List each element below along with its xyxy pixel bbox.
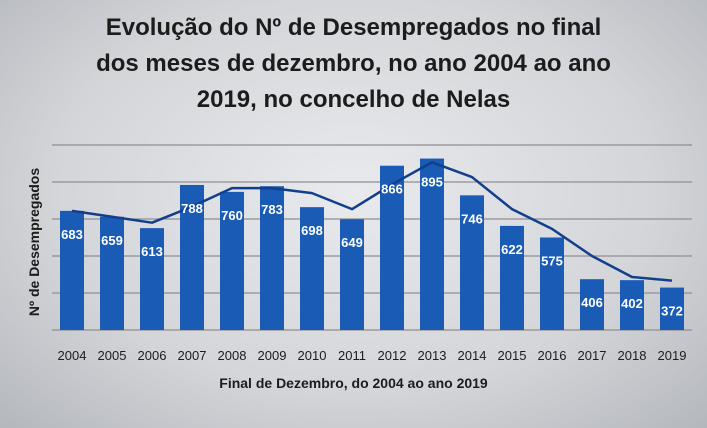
x-tick-label: 2018 [618,348,647,363]
bar-2015 [500,225,524,330]
bar-2008 [220,191,244,330]
x-tick-label: 2015 [498,348,527,363]
data-label: 406 [581,295,603,310]
data-label: 783 [261,202,283,217]
bar-2010 [300,207,324,330]
data-label: 372 [661,304,683,319]
data-label: 866 [381,182,403,197]
chart-title-line-3: 2019, no concelho de Nelas [196,86,511,113]
x-tick-label: 2008 [218,348,247,363]
bar-2009 [260,186,284,330]
bar-2004 [60,210,84,330]
bar-2019 [660,287,684,330]
data-label: 402 [621,296,643,311]
x-axis-label: Final de Dezembro, do 2004 ao ano 2019 [219,375,488,391]
x-tick-label: 2004 [58,348,87,363]
x-tick-label: 2007 [178,348,207,363]
data-label: 613 [141,244,163,259]
data-label: 659 [101,233,123,248]
data-label: 895 [421,175,443,190]
bar-2016 [540,237,564,330]
bar-2005 [100,216,124,330]
x-tick-label: 2005 [98,348,127,363]
y-axis-label: Nº de Desempregados [26,167,42,317]
x-tick-label: 2016 [538,348,567,363]
data-label: 683 [61,227,83,242]
bar-2011 [340,219,364,330]
bar-2012 [380,165,404,330]
data-label: 649 [341,235,363,250]
bar-2006 [140,228,164,330]
x-tick-label: 2014 [458,348,487,363]
bar-2017 [580,279,604,330]
data-label: 746 [461,211,483,226]
chart-title-line-2: dos meses de dezembro, no ano 2004 ao an… [96,50,611,77]
chart-title: Evolução do Nº de Desempregados no final… [40,10,667,118]
data-label: 788 [181,201,203,216]
x-tick-label: 2017 [578,348,607,363]
bar-2013 [420,158,444,330]
x-tick-label: 2010 [298,348,327,363]
x-tick-label: 2006 [138,348,167,363]
data-label: 760 [221,208,243,223]
chart-title-line-1: Evolução do Nº de Desempregados no final [105,14,602,41]
x-tick-label: 2011 [338,348,366,363]
x-tick-label: 2013 [418,348,447,363]
x-tick-label: 2009 [258,348,287,363]
data-label: 575 [541,254,563,269]
x-tick-label: 2012 [378,348,407,363]
bar-2014 [460,195,484,330]
x-tick-label: 2019 [658,348,687,363]
data-label: 698 [301,223,323,238]
trend-line [71,161,673,282]
data-label: 622 [501,242,523,257]
bar-2018 [620,280,644,330]
